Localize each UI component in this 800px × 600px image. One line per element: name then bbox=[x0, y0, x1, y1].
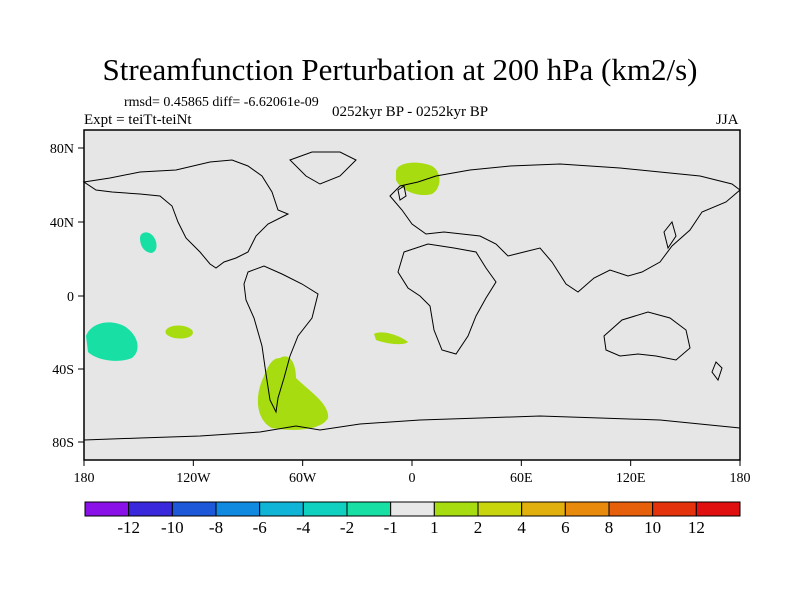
lon-tick-label: 60E bbox=[510, 471, 533, 486]
period-label: 0252kyr BP - 0252kyr BP bbox=[331, 104, 489, 120]
coastlines bbox=[82, 151, 741, 441]
colorbar-swatch bbox=[390, 501, 435, 517]
lon-tick-label: 60W bbox=[289, 471, 317, 486]
coast-south-america bbox=[243, 265, 319, 414]
diff-value: -6.62061e-09 bbox=[243, 95, 319, 110]
season-label: JJA bbox=[716, 112, 739, 128]
colorbar-swatch bbox=[346, 501, 392, 517]
experiment-label: Expt = teiTt-teiNt bbox=[84, 112, 192, 128]
anomaly-south-pacific-west bbox=[86, 322, 138, 361]
colorbar-label: 6 bbox=[561, 518, 570, 537]
colorbar-swatch bbox=[477, 501, 523, 517]
coast-greenland bbox=[289, 151, 357, 185]
coast-antarctica bbox=[83, 415, 741, 441]
colorbar: -12 -10 -8 -6 -4 -2 -1 1 2 4 6 8 10 12 bbox=[84, 501, 741, 537]
colorbar-label: -2 bbox=[340, 518, 354, 537]
colorbar-swatch bbox=[84, 501, 130, 517]
stats-line: rmsd= 0.45865 diff= -6.62061e-09 bbox=[124, 95, 319, 111]
lon-tick-label: 180 bbox=[74, 471, 95, 486]
coast-eurasia bbox=[389, 163, 741, 293]
anomaly-north-pacific bbox=[140, 232, 157, 253]
colorbar-swatch bbox=[608, 501, 654, 517]
colorbar-label: -1 bbox=[384, 518, 398, 537]
diff-label: diff= bbox=[212, 95, 241, 110]
colorbar-label: 4 bbox=[517, 518, 526, 537]
coast-australia bbox=[603, 311, 691, 361]
coast-north-america bbox=[82, 159, 290, 269]
colorbar-swatch bbox=[302, 501, 348, 517]
colorbar-label: -8 bbox=[209, 518, 223, 537]
rmsd-label: rmsd= bbox=[124, 95, 160, 110]
lat-tick-label: 80S bbox=[52, 436, 74, 451]
lon-tick-label: 120W bbox=[176, 471, 211, 486]
lat-tick-label: 0 bbox=[67, 290, 74, 305]
rmsd-value: 0.45865 bbox=[163, 95, 209, 110]
colorbar-label: 1 bbox=[430, 518, 439, 537]
colorbar-label: -4 bbox=[296, 518, 311, 537]
colorbar-label: -12 bbox=[117, 518, 140, 537]
colorbar-label: 2 bbox=[474, 518, 483, 537]
colorbar-swatch bbox=[695, 501, 741, 517]
anomaly-south-pacific-east bbox=[165, 325, 193, 339]
coast-japan bbox=[663, 220, 677, 250]
plot-title: Streamfunction Perturbation at 200 hPa (… bbox=[102, 52, 698, 87]
colorbar-label: 12 bbox=[688, 518, 705, 537]
colorbar-label: 10 bbox=[644, 518, 661, 537]
colorbar-swatch bbox=[215, 501, 261, 517]
latitude-axis: 80N 40N 0 40S 80S bbox=[50, 142, 84, 451]
colorbar-swatch bbox=[259, 501, 304, 517]
colorbar-swatch bbox=[652, 501, 697, 517]
lon-tick-label: 180 bbox=[730, 471, 751, 486]
lat-tick-label: 40S bbox=[52, 363, 74, 378]
coast-africa bbox=[397, 243, 497, 355]
colorbar-label: 8 bbox=[605, 518, 614, 537]
colorbar-swatch bbox=[128, 501, 173, 517]
lon-tick-label: 0 bbox=[409, 471, 416, 486]
lon-tick-label: 120E bbox=[616, 471, 646, 486]
colorbar-swatch bbox=[564, 501, 610, 517]
lat-tick-label: 80N bbox=[50, 142, 74, 157]
colorbar-label: -6 bbox=[253, 518, 267, 537]
longitude-axis: 180 120W 60W 0 60E 120E 180 bbox=[74, 460, 751, 486]
coast-new-zealand bbox=[711, 361, 723, 382]
anomaly-north-atlantic bbox=[396, 162, 440, 196]
coast-british-isles bbox=[397, 185, 407, 201]
colorbar-label: -10 bbox=[161, 518, 184, 537]
colorbar-swatch bbox=[521, 501, 566, 517]
lat-tick-label: 40N bbox=[50, 216, 74, 231]
colorbar-swatch bbox=[171, 501, 217, 517]
colorbar-swatch bbox=[433, 501, 479, 517]
anomaly-south-atlantic bbox=[374, 332, 408, 345]
